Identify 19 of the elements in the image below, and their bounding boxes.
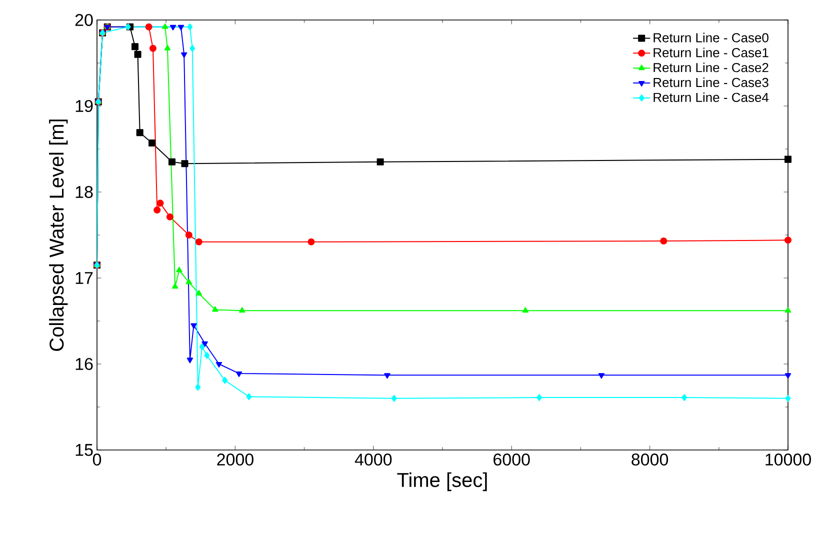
y-axis-title: Collapsed Water Level [m]: [49, 120, 68, 351]
legend-label: Return Line - Case3: [654, 78, 768, 88]
legend-label: Return Line - Case1: [654, 48, 768, 58]
legend-label: Return Line - Case4: [654, 92, 769, 102]
x-tick-label: 2000: [217, 454, 254, 466]
x-tick-label: 8000: [632, 454, 668, 466]
x-axis-title: Time [sec]: [397, 472, 487, 492]
y-tick-label: 15: [76, 444, 93, 456]
y-tick-label: 19: [76, 100, 93, 112]
y-tick-label: 16: [76, 358, 93, 370]
y-tick-label: 17: [76, 272, 93, 284]
y-tick-label: 20: [75, 14, 93, 26]
x-tick-label: 10000: [766, 454, 811, 466]
x-tick-label: 6000: [494, 454, 530, 466]
legend-label: Return Line - Case0: [654, 32, 768, 42]
y-tick-label: 18: [76, 186, 93, 198]
legend-label: Return Line - Case2: [654, 62, 768, 72]
x-tick-label: 0: [92, 454, 102, 466]
x-tick-label: 4000: [354, 454, 392, 466]
